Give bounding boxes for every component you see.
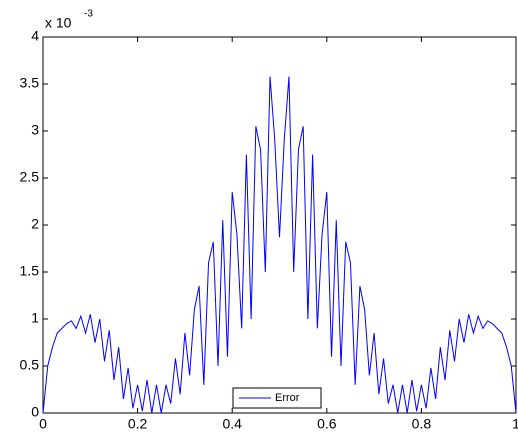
y-tick-label: 0.5 [20,357,40,373]
y-tick-label: 3 [31,122,39,138]
x-tick-label: 0 [39,416,47,432]
legend-label: Error [275,392,300,404]
x-tick-label: 0.6 [317,416,337,432]
y-tick-label: 4 [31,28,39,44]
x-tick-label: 1 [512,416,518,432]
line-series [42,76,517,414]
y-tick-label: 0 [31,404,39,420]
x-tick-label: 0.2 [128,416,148,432]
x-tick-label: 0.8 [412,416,432,432]
y-scale-exponent: -3 [84,9,93,20]
x-tick-label: 0.4 [222,416,242,432]
y-tick-label: 1 [31,310,39,326]
legend-box [232,387,322,409]
plot-area [42,36,517,414]
y-tick-label: 2.5 [20,169,40,185]
y-tick-label: 1.5 [20,263,40,279]
y-scale-label: x 10 [45,15,72,31]
y-tick-label: 2 [31,216,39,232]
y-tick-label: 3.5 [20,75,40,91]
